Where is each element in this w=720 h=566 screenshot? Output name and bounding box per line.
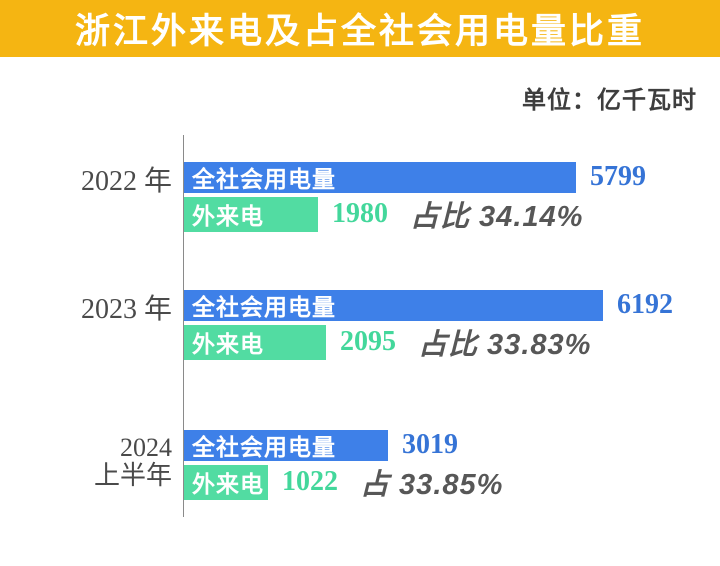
total-value: 3019: [402, 429, 458, 460]
external-bar-label: 外来电: [192, 331, 264, 357]
share-label: 占比 34.14%: [410, 201, 584, 233]
chart-group: 2023 年 全社会用电量 6192 外来电 2095 占比 33.83%: [0, 289, 720, 361]
total-row: 全社会用电量 5799: [184, 161, 646, 193]
external-value: 2095: [340, 326, 396, 357]
total-row: 全社会用电量 3019: [184, 429, 503, 461]
external-bar: 外来电: [184, 324, 326, 360]
external-value: 1022: [282, 466, 338, 497]
external-bar-label: 外来电: [192, 471, 264, 497]
total-bar: 全社会用电量: [184, 289, 603, 321]
external-row: 外来电 2095 占比 33.83%: [184, 321, 673, 363]
share-label: 占比 33.83%: [418, 329, 592, 361]
year-label: 2022 年: [80, 166, 172, 197]
total-bar-label: 全社会用电量: [192, 294, 336, 320]
total-value: 6192: [617, 289, 673, 320]
year-label: 2023 年: [80, 294, 172, 325]
year-label: 2024 上半年: [93, 433, 172, 490]
unit-label: 单位：亿千瓦时: [522, 88, 697, 114]
chart-group: 2022 年 全社会用电量 5799 外来电 1980 占比 34.14%: [0, 161, 720, 233]
group-bars: 全社会用电量 3019 外来电 1022 占 33.85%: [184, 429, 503, 503]
group-bars: 全社会用电量 6192 外来电 2095 占比 33.83%: [184, 289, 673, 363]
title-bar: 浙江外来电及占全社会用电量比重: [0, 0, 720, 57]
external-row: 外来电 1022 占 33.85%: [184, 461, 503, 503]
external-row: 外来电 1980 占比 34.14%: [184, 193, 646, 235]
total-bar-label: 全社会用电量: [192, 434, 336, 460]
external-value: 1980: [332, 198, 388, 229]
external-bar: 外来电: [184, 464, 268, 500]
chart-group: 2024 上半年 全社会用电量 3019 外来电 1022 占 33.85%: [0, 429, 720, 501]
share-label: 占 33.85%: [360, 469, 504, 501]
external-bar-label: 外来电: [192, 203, 264, 229]
bar-chart: 2022 年 全社会用电量 5799 外来电 1980 占比 34.14% 20…: [0, 135, 720, 530]
total-value: 5799: [590, 161, 646, 192]
total-bar-label: 全社会用电量: [192, 166, 336, 192]
axis-line: [183, 135, 184, 517]
total-row: 全社会用电量 6192: [184, 289, 673, 321]
total-bar: 全社会用电量: [184, 429, 388, 461]
group-bars: 全社会用电量 5799 外来电 1980 占比 34.14%: [184, 161, 646, 235]
external-bar: 外来电: [184, 196, 318, 232]
total-bar: 全社会用电量: [184, 161, 576, 193]
page-title: 浙江外来电及占全社会用电量比重: [74, 12, 645, 51]
